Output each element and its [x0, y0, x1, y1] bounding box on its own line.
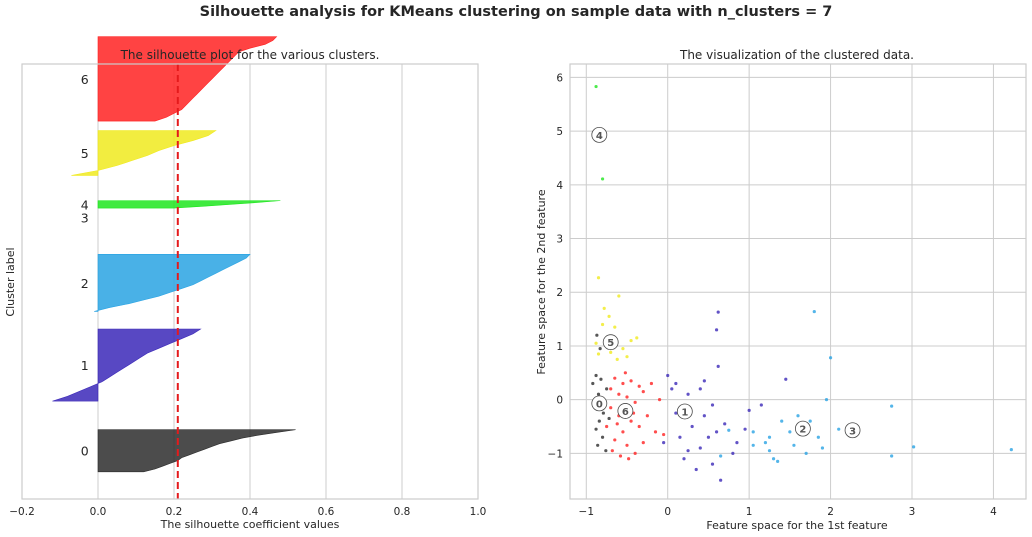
cluster-label-0: 0	[81, 444, 89, 459]
silhouette-x-tick-label: −0.2	[9, 506, 35, 518]
cluster-label-1: 1	[81, 358, 89, 373]
cluster-label-3: 3	[81, 211, 89, 226]
silhouette-band-cluster-2	[94, 254, 251, 312]
silhouette-x-tick-label: 0.4	[242, 506, 259, 518]
cluster-label-2: 2	[81, 276, 89, 291]
silhouette-band-cluster-0	[97, 429, 296, 473]
silhouette-x-ticks: −0.2 0.0 0.2 0.4 0.6 0.8 1.0	[9, 506, 486, 518]
silhouette-band-cluster-5	[71, 130, 217, 176]
silhouette-cluster-labels: 0 1 2 34 5 6	[81, 72, 89, 459]
silhouette-x-tick-label: 0.2	[166, 506, 183, 518]
silhouette-frame	[21, 63, 479, 500]
silhouette-axes-frame	[21, 63, 479, 500]
cluster-label-6: 6	[81, 72, 89, 87]
silhouette-x-tick-label: 1.0	[470, 506, 487, 518]
cluster-label-5: 5	[81, 146, 89, 161]
silhouette-bands	[52, 36, 296, 473]
silhouette-band-cluster-4	[97, 200, 281, 209]
silhouette-x-axis-label: The silhouette coefficient values	[160, 518, 340, 531]
cluster-label-4: 4	[81, 197, 89, 212]
silhouette-plot-title: The silhouette plot for the various clus…	[120, 48, 380, 62]
silhouette-band-cluster-6	[97, 36, 278, 122]
silhouette-x-tick-label: 0.6	[318, 506, 335, 518]
silhouette-x-tick-label: 0.8	[394, 506, 411, 518]
figure-suptitle: Silhouette analysis for KMeans clusterin…	[199, 4, 833, 20]
silhouette-band-cluster-1	[52, 328, 202, 402]
silhouette-x-tick-label: 0.0	[90, 506, 107, 518]
silhouette-y-axis-label: Cluster label	[4, 247, 17, 316]
